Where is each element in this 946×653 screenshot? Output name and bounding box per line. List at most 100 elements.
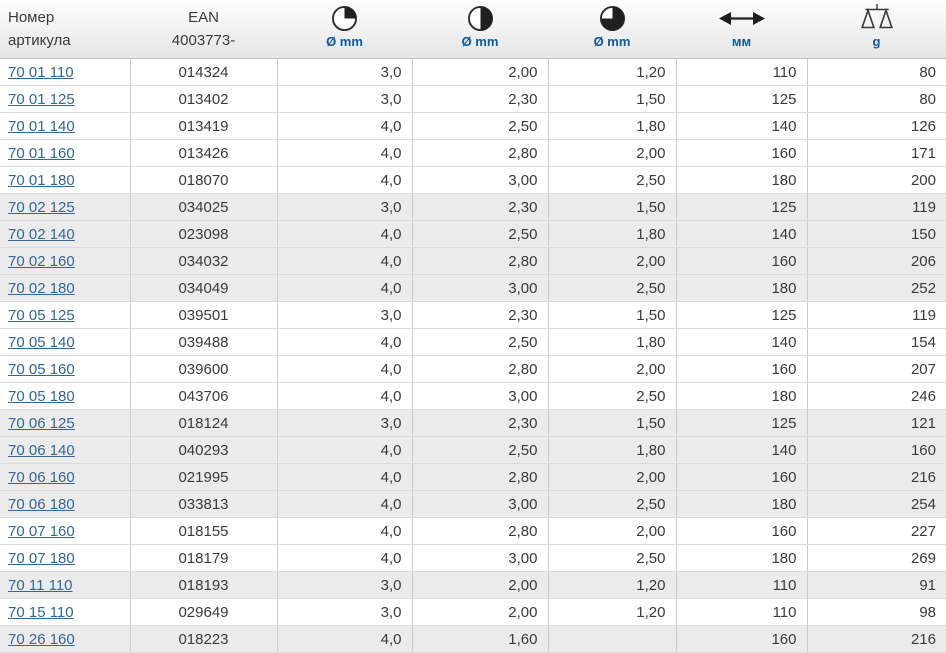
pie-quarter-icon bbox=[277, 0, 412, 34]
article-link[interactable]: 70 15 110 bbox=[8, 603, 74, 621]
article-link[interactable]: 70 01 160 bbox=[8, 144, 75, 162]
diameter1-cell: 4,0 bbox=[277, 139, 413, 167]
pie-half-icon bbox=[412, 0, 548, 34]
column-header-diameter1: Ø mm bbox=[277, 0, 412, 59]
ean-cell: 013402 bbox=[130, 85, 278, 113]
weight-cell: 200 bbox=[807, 166, 946, 194]
diameter3-cell: 2,50 bbox=[548, 382, 677, 410]
article-link[interactable]: 70 07 160 bbox=[8, 522, 75, 540]
article-link[interactable]: 70 06 140 bbox=[8, 441, 75, 459]
diameter2-cell: 2,50 bbox=[412, 436, 549, 464]
ean-cell: 033813 bbox=[130, 490, 278, 518]
article-link[interactable]: 70 01 110 bbox=[8, 63, 74, 81]
article-cell: 70 01 125 bbox=[0, 85, 131, 113]
article-cell: 70 15 110 bbox=[0, 598, 131, 626]
ean-cell: 043706 bbox=[130, 382, 278, 410]
article-link[interactable]: 70 05 160 bbox=[8, 360, 75, 378]
diameter3-cell: 2,50 bbox=[548, 274, 677, 302]
article-link[interactable]: 70 02 160 bbox=[8, 252, 75, 270]
length-cell: 110 bbox=[676, 571, 808, 599]
length-cell: 140 bbox=[676, 328, 808, 356]
weight-cell: 80 bbox=[807, 85, 946, 113]
article-link[interactable]: 70 02 180 bbox=[8, 279, 75, 297]
weight-cell: 216 bbox=[807, 463, 946, 491]
diameter1-cell: 4,0 bbox=[277, 382, 413, 410]
weight-cell: 160 bbox=[807, 436, 946, 464]
length-cell: 125 bbox=[676, 193, 808, 221]
diameter2-cell: 2,30 bbox=[412, 301, 549, 329]
article-link[interactable]: 70 26 160 bbox=[8, 630, 75, 648]
article-cell: 70 02 140 bbox=[0, 220, 131, 248]
diameter2-cell: 2,80 bbox=[412, 517, 549, 545]
article-link[interactable]: 70 05 125 bbox=[8, 306, 75, 324]
length-cell: 160 bbox=[676, 355, 808, 383]
length-cell: 180 bbox=[676, 166, 808, 194]
length-cell: 160 bbox=[676, 247, 808, 275]
article-cell: 70 01 110 bbox=[0, 58, 131, 86]
diameter3-cell: 1,80 bbox=[548, 436, 677, 464]
article-link[interactable]: 70 07 180 bbox=[8, 549, 75, 567]
table-row: 70 07 160 018155 4,0 2,80 2,00 160 227 bbox=[0, 517, 946, 545]
article-link[interactable]: 70 11 110 bbox=[8, 576, 73, 594]
article-link[interactable]: 70 01 180 bbox=[8, 171, 75, 189]
diameter1-cell: 3,0 bbox=[277, 193, 413, 221]
weight-cell: 171 bbox=[807, 139, 946, 167]
table-body: 70 01 110 014324 3,0 2,00 1,20 110 80 70 01 125… bbox=[0, 58, 946, 653]
article-link[interactable]: 70 06 125 bbox=[8, 414, 75, 432]
ean-cell: 040293 bbox=[130, 436, 278, 464]
diameter3-cell bbox=[548, 625, 677, 653]
table-row: 70 05 160 039600 4,0 2,80 2,00 160 207 bbox=[0, 355, 946, 383]
ean-cell: 018179 bbox=[130, 544, 278, 572]
diameter2-cell: 3,00 bbox=[412, 382, 549, 410]
diameter3-cell: 2,50 bbox=[548, 544, 677, 572]
column-header-ean: EAN 4003773- bbox=[130, 0, 277, 59]
article-link[interactable]: 70 06 160 bbox=[8, 468, 75, 486]
double-arrow-icon bbox=[676, 0, 807, 34]
diameter1-cell: 4,0 bbox=[277, 166, 413, 194]
ean-cell: 013419 bbox=[130, 112, 278, 140]
article-link[interactable]: 70 01 140 bbox=[8, 117, 75, 135]
table-row: 70 01 110 014324 3,0 2,00 1,20 110 80 bbox=[0, 58, 946, 86]
diameter1-cell: 4,0 bbox=[277, 490, 413, 518]
diameter3-cell: 1,80 bbox=[548, 112, 677, 140]
ean-cell: 014324 bbox=[130, 58, 278, 86]
diameter1-cell: 4,0 bbox=[277, 247, 413, 275]
table-row: 70 02 140 023098 4,0 2,50 1,80 140 150 bbox=[0, 220, 946, 248]
ean-cell: 029649 bbox=[130, 598, 278, 626]
article-link[interactable]: 70 05 140 bbox=[8, 333, 75, 351]
ean-cell: 018193 bbox=[130, 571, 278, 599]
article-link[interactable]: 70 02 140 bbox=[8, 225, 75, 243]
article-cell: 70 02 160 bbox=[0, 247, 131, 275]
table-row: 70 05 140 039488 4,0 2,50 1,80 140 154 bbox=[0, 328, 946, 356]
article-cell: 70 06 160 bbox=[0, 463, 131, 491]
table-row: 70 06 160 021995 4,0 2,80 2,00 160 216 bbox=[0, 463, 946, 491]
article-cell: 70 26 160 bbox=[0, 625, 131, 653]
ean-cell: 034032 bbox=[130, 247, 278, 275]
diameter1-cell: 3,0 bbox=[277, 409, 413, 437]
weight-cell: 98 bbox=[807, 598, 946, 626]
table-row: 70 01 160 013426 4,0 2,80 2,00 160 171 bbox=[0, 139, 946, 167]
length-cell: 180 bbox=[676, 490, 808, 518]
article-link[interactable]: 70 02 125 bbox=[8, 198, 75, 216]
length-cell: 125 bbox=[676, 85, 808, 113]
article-cell: 70 05 160 bbox=[0, 355, 131, 383]
diameter3-cell: 1,50 bbox=[548, 409, 677, 437]
article-link[interactable]: 70 06 180 bbox=[8, 495, 75, 513]
diameter3-cell: 2,00 bbox=[548, 355, 677, 383]
article-link[interactable]: 70 01 125 bbox=[8, 90, 75, 108]
article-link[interactable]: 70 05 180 bbox=[8, 387, 75, 405]
diameter3-cell: 1,50 bbox=[548, 85, 677, 113]
weight-cell: 119 bbox=[807, 193, 946, 221]
diameter3-header-label: Ø mm bbox=[593, 34, 631, 49]
article-cell: 70 02 180 bbox=[0, 274, 131, 302]
diameter2-cell: 3,00 bbox=[412, 166, 549, 194]
scales-icon bbox=[807, 0, 946, 34]
diameter1-cell: 3,0 bbox=[277, 85, 413, 113]
diameter2-cell: 2,00 bbox=[412, 598, 549, 626]
diameter1-cell: 4,0 bbox=[277, 436, 413, 464]
length-cell: 160 bbox=[676, 517, 808, 545]
diameter2-cell: 3,00 bbox=[412, 544, 549, 572]
diameter1-cell: 4,0 bbox=[277, 220, 413, 248]
ean-cell: 039488 bbox=[130, 328, 278, 356]
diameter3-cell: 1,20 bbox=[548, 598, 677, 626]
